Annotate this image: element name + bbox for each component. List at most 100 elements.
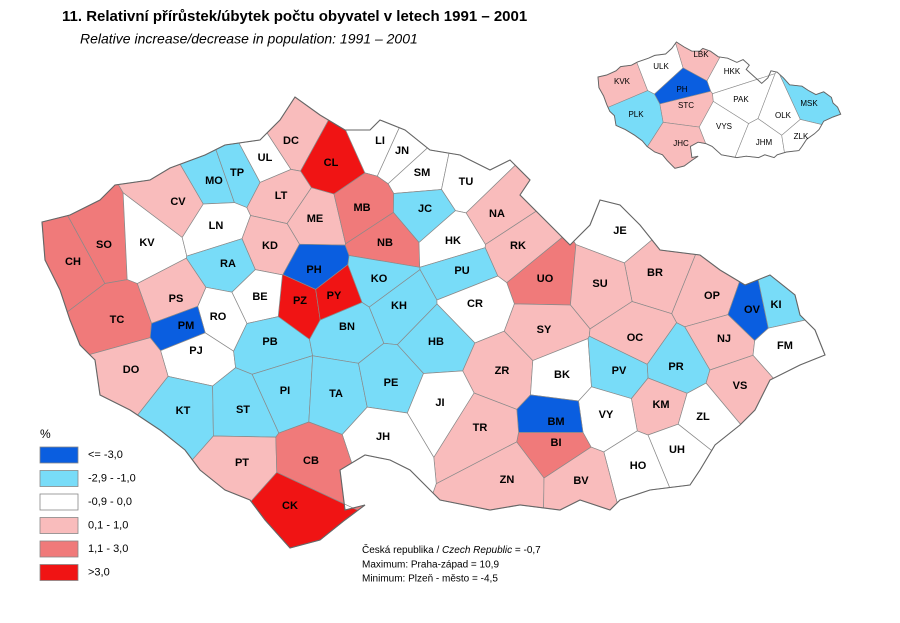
area-label: UH [669,444,685,456]
area-label: MSK [800,99,818,108]
area-label: VS [733,380,748,392]
legend-label: 0,1 - 1,0 [88,519,128,531]
area-label: MB [353,202,370,214]
area-label: BI [551,437,562,449]
area-label: JHC [673,139,689,148]
area-label: PH [306,264,321,276]
area-label: CH [65,256,81,268]
area-label: RA [220,258,236,270]
area-label: LBK [693,50,709,59]
area-label: SO [96,239,112,251]
area-label: PR [668,361,683,373]
subtitle: Relative increase/decrease in population… [80,31,418,47]
area-label: JE [613,225,626,237]
area-label: PV [612,365,627,377]
area-label: NJ [717,333,731,345]
area-label: KVK [614,77,631,86]
legend: % <= -3,0 -2,9 - -1,0 -0,9 - 0,0 0,1 - 1,0 1… [39,427,136,581]
area-label: PT [235,457,249,469]
legend-swatch [39,540,79,558]
note-value: = -0,7 [512,545,541,556]
area-label: PS [169,293,184,305]
area-label: RO [210,311,227,323]
area-label: PI [280,385,290,397]
area-label: PM [178,320,195,332]
area-label: KM [652,399,669,411]
legend-label: -0,9 - 0,0 [88,496,132,508]
area-label: LN [209,220,224,232]
area-label: CB [303,455,319,467]
area-label: KV [139,237,155,249]
area-label: CK [282,500,298,512]
area-label: UO [537,273,554,285]
area-label: BM [547,416,564,428]
area-label: PH [676,85,687,94]
area-label: KH [391,300,407,312]
district-map: CH SO KV CV MO TP UL DC CL LI JN SM TU LN LT ME MB JC NA KD… [41,96,826,549]
legend-swatch [39,493,79,511]
area-label: BR [647,267,663,279]
area-label: KT [176,405,191,417]
area-label: PE [384,377,399,389]
area-label: HB [428,336,444,348]
area-label: ZR [495,365,510,377]
area-label: CR [467,298,483,310]
area-label: SU [592,278,607,290]
area-label: PZ [293,295,307,307]
area-label: TC [110,314,125,326]
area-label: HK [445,235,461,247]
legend-label: -2,9 - -1,0 [88,472,136,484]
area-label: PAK [733,95,749,104]
area-label: PLK [628,110,644,119]
area-label: SY [537,324,552,336]
area-label: PU [454,265,469,277]
country-outline [597,41,842,169]
note-minimum: Minimum: Plzeň - město = -4,5 [362,574,498,585]
area-label: FM [777,340,793,352]
area-label: JN [395,145,409,157]
area-label: NA [489,208,505,220]
area-label: ULK [653,62,669,71]
area-label: OV [744,304,761,316]
area-label: DO [123,364,140,376]
area-label: DC [283,135,299,147]
area-label: BN [339,321,355,333]
legend-swatch [39,564,79,581]
area-label: VYS [716,122,732,131]
region-inset-map: KVK ULK LBK HKK PH STC PAK PLK VYS OLK MSK JHC JHM ZL… [597,41,842,169]
area-label: KD [262,240,278,252]
area-label: JC [418,203,432,215]
area-label: LI [375,135,385,147]
area-label: ZLK [794,132,809,141]
area-label: BK [554,369,570,381]
area-label: ZL [696,411,710,423]
note-label-en: Czech Republic [442,545,512,556]
area-label: KO [371,273,388,285]
title: 11. Relativní přírůstek/úbytek počtu oby… [62,8,527,25]
legend-swatch [39,470,79,487]
area-label: UL [258,152,273,164]
area-label: JH [376,431,390,443]
area-label: BE [252,291,267,303]
area-label: PJ [189,345,202,357]
area-label: OC [627,332,644,344]
country-outline [41,96,826,549]
note-national: Česká republika / Czech Republic = -0,7 [362,543,541,556]
legend-label: <= -3,0 [88,449,123,461]
area-label: SM [414,167,431,179]
area-label: HKK [724,67,741,76]
area-label: TU [459,176,474,188]
area-label: KI [771,299,782,311]
area-label: PY [327,290,342,302]
area-label: OP [704,290,720,302]
area-label: HO [630,460,647,472]
area-label: LT [275,190,288,202]
legend-label: 1,1 - 3,0 [88,543,128,555]
note-label: Česká republika / [362,543,442,556]
area-label: CV [170,196,186,208]
area-label: VY [599,409,614,421]
legend-label: >3,0 [88,566,110,578]
area-label: JI [435,397,444,409]
legend-swatch [39,446,79,464]
